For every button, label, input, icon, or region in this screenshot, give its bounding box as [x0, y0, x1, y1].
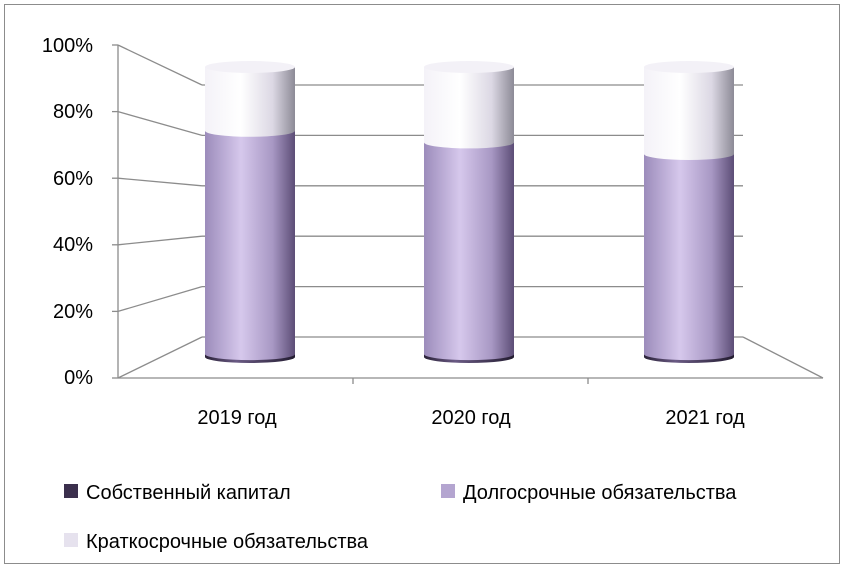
- y-tick-label: 100%: [42, 35, 93, 57]
- legend-swatch-short-term: [64, 533, 78, 547]
- bar-top: [205, 61, 295, 73]
- bar-top: [424, 61, 514, 73]
- x-category-label: 2019 год: [197, 407, 277, 429]
- y-tick-label: 0%: [64, 367, 93, 389]
- gridline-side: [117, 336, 203, 379]
- bar-segment: [644, 154, 734, 361]
- legend-label-short-term: Краткосрочные обязательства: [86, 531, 369, 553]
- y-axis-ticks: 0% 20% 40% 60% 80% 100%: [42, 35, 93, 389]
- y-tick-label: 20%: [53, 301, 93, 323]
- bars: [205, 61, 734, 363]
- legend-swatch-long-term: [441, 484, 455, 498]
- bar-segment: [205, 67, 295, 137]
- bar-segment: [424, 67, 514, 149]
- x-category-label: 2021 год: [665, 407, 745, 429]
- bar-segment: [644, 67, 734, 160]
- gridline-side: [117, 110, 203, 137]
- gridline-side: [117, 44, 203, 86]
- legend-swatch-equity: [64, 484, 78, 498]
- gridline-side: [117, 177, 203, 187]
- legend-label-equity: Собственный капитал: [86, 482, 291, 504]
- bar-top: [644, 61, 734, 73]
- y-tick-label: 40%: [53, 234, 93, 256]
- bar-segment: [205, 130, 295, 361]
- x-category-label: 2020 год: [431, 407, 511, 429]
- gridline-side: [117, 235, 203, 246]
- floor-edge: [742, 336, 824, 379]
- y-tick-label: 80%: [53, 101, 93, 123]
- legend: Собственный капитал Долгосрочные обязате…: [64, 482, 737, 553]
- bar-segment: [424, 142, 514, 361]
- gridline-side: [117, 285, 203, 313]
- legend-label-long-term: Долгосрочные обязательства: [463, 482, 737, 504]
- x-axis-categories: 2019 год 2020 год 2021 год: [197, 407, 745, 429]
- y-tick-label: 60%: [53, 168, 93, 190]
